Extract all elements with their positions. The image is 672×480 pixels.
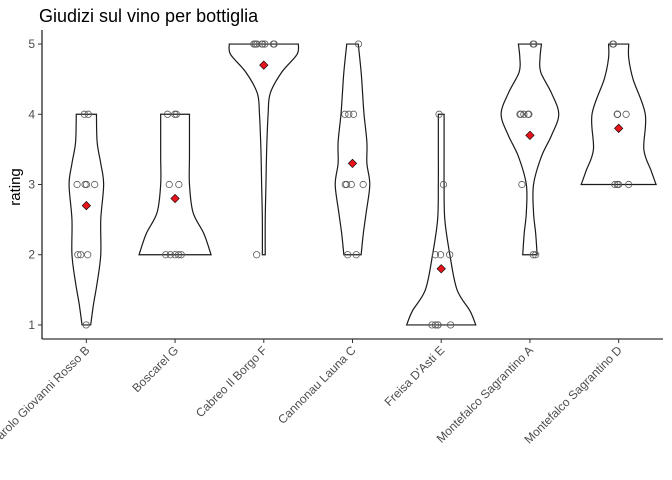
y-tick-label: 1	[28, 318, 35, 332]
rating-point	[84, 251, 92, 259]
rating-point	[91, 180, 99, 189]
rating-point	[174, 251, 183, 259]
x-tick-label: Freisa D'Asti E	[382, 343, 448, 409]
rating-point	[524, 110, 532, 118]
rating-point	[165, 180, 173, 189]
rating-point	[529, 251, 537, 259]
rating-point	[261, 40, 269, 48]
x-tick-label: Montefalco Sagrantino A	[434, 343, 536, 445]
rating-point	[258, 40, 266, 48]
rating-point	[435, 110, 443, 118]
chart-title: Giudizi sul vino per bottiglia	[39, 6, 259, 26]
y-tick-label: 3	[28, 178, 35, 192]
violin-shape	[580, 43, 657, 186]
rating-point	[613, 110, 621, 118]
rating-point	[352, 251, 360, 259]
rating-point	[171, 110, 179, 118]
violin-shape	[138, 113, 212, 256]
rating-point	[520, 110, 528, 118]
rating-point	[625, 180, 633, 189]
rating-point	[614, 180, 623, 189]
violin-shape	[68, 113, 105, 326]
rating-point	[609, 40, 617, 48]
rating-point	[446, 321, 455, 329]
rating-point	[343, 180, 351, 189]
mean-marker	[436, 264, 446, 274]
rating-point	[73, 180, 81, 189]
rating-point	[622, 110, 630, 118]
x-tick-label: Cannonau Launa C	[275, 343, 359, 427]
y-axis-title: rating	[7, 168, 24, 206]
rating-point	[436, 251, 445, 259]
x-tick-label: Cabreo Il Borgo F	[193, 343, 270, 420]
y-tick-label: 4	[28, 107, 35, 121]
mean-marker	[170, 193, 180, 204]
rating-point	[77, 251, 85, 259]
rating-point	[74, 251, 82, 259]
rating-point	[431, 251, 440, 259]
mean-marker	[525, 130, 535, 140]
rating-point	[80, 110, 89, 118]
rating-point	[518, 180, 526, 189]
rating-point	[253, 251, 261, 259]
rating-point	[439, 180, 448, 189]
mean-marker	[81, 200, 91, 211]
rating-point	[166, 251, 174, 259]
rating-point	[354, 40, 363, 48]
x-tick-label: Montefalco Sagrantino D	[521, 343, 625, 447]
rating-point	[431, 321, 440, 329]
rating-point	[171, 251, 179, 259]
rating-point	[611, 180, 619, 189]
rating-point	[341, 110, 349, 118]
rating-point	[532, 251, 540, 259]
x-tick-label: Barolo Giovanni Rosso B	[0, 343, 92, 448]
plot-area	[68, 40, 657, 329]
rating-point	[162, 251, 170, 259]
y-tick-label: 5	[28, 37, 35, 51]
rating-point	[253, 40, 261, 48]
mean-marker	[347, 158, 358, 169]
rating-point	[516, 110, 524, 118]
rating-point	[345, 110, 353, 118]
rating-point	[175, 180, 183, 189]
rating-point	[163, 110, 172, 118]
rating-point	[428, 321, 436, 329]
rating-point	[434, 321, 442, 329]
rating-point	[82, 321, 90, 329]
violin-shape	[500, 43, 560, 256]
violin-shape	[405, 113, 477, 326]
y-tick-label: 2	[28, 248, 35, 262]
violin-shape	[334, 43, 371, 256]
rating-point	[359, 180, 367, 189]
rating-point	[347, 180, 355, 189]
violin-shape	[228, 43, 300, 256]
mean-marker	[614, 123, 624, 133]
mean-marker	[259, 60, 269, 70]
x-tick-label: Boscarel G	[129, 343, 181, 395]
rating-point	[82, 180, 91, 189]
rating-point	[529, 40, 537, 48]
rating-point	[84, 110, 92, 118]
rating-point	[349, 110, 358, 118]
rating-point	[446, 251, 454, 259]
rating-point	[344, 251, 352, 259]
rating-point	[270, 40, 278, 48]
